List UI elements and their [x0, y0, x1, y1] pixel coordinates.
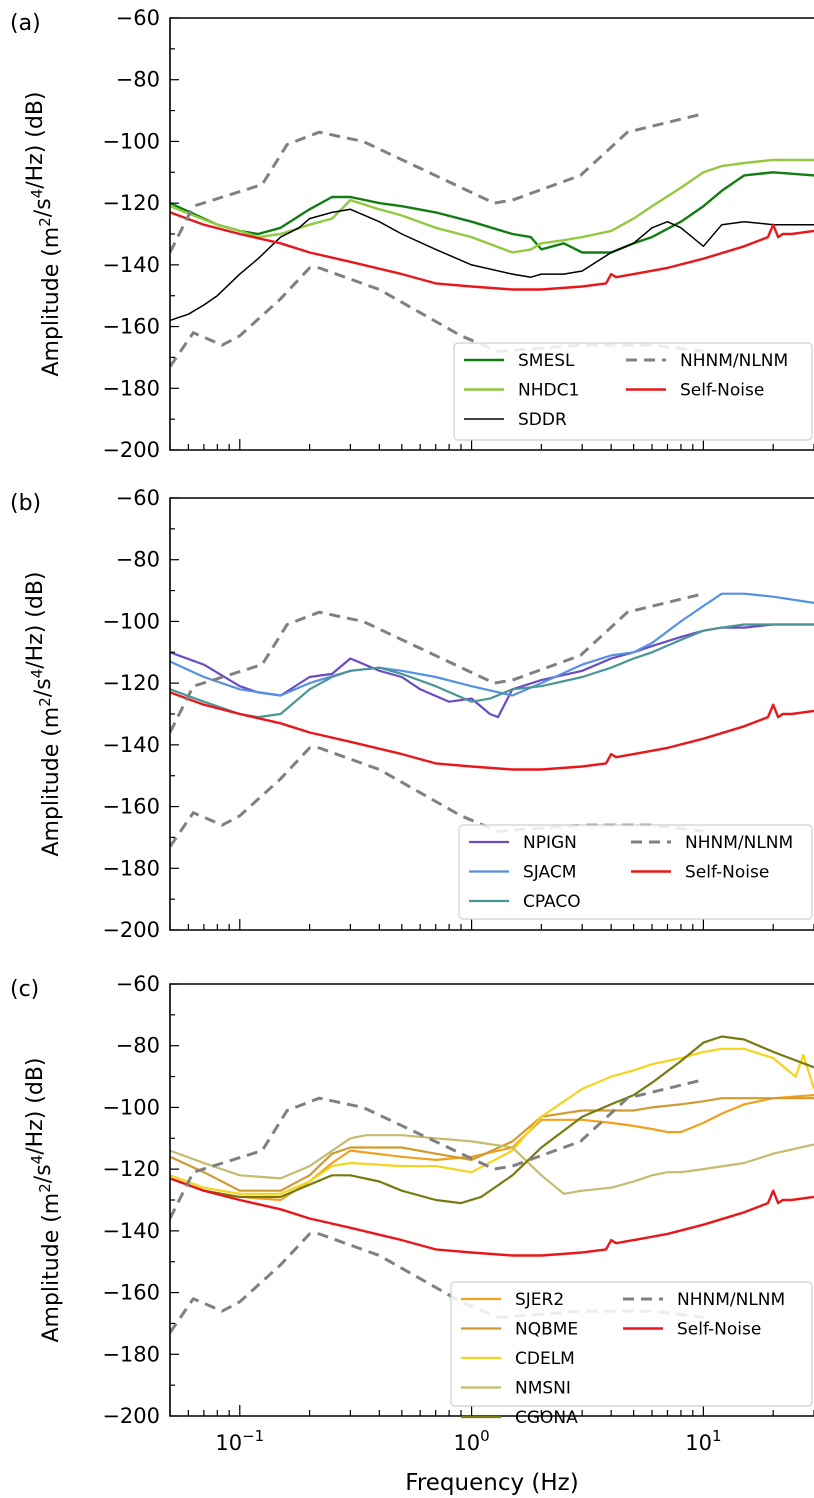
x-ticks	[169, 439, 814, 450]
y-ticks: −60 −80 −100 −120 −140 −160 −180 −200	[102, 486, 179, 942]
y-tick-label: −80	[116, 1034, 160, 1058]
series-line-self-noise	[170, 1177, 814, 1257]
legend: NPIGN SJACM CPACO NHNM/NLNM Self-Noise	[458, 824, 813, 920]
y-tick-label: −160	[102, 1281, 160, 1305]
y-axis-label: Amplitude (m2/s4/Hz) (dB)	[23, 91, 64, 376]
panel-1: −60 −80 −100 −120 −140 −160 −180 −200 (a) Amplitu…	[10, 6, 814, 462]
series-line-smesl	[170, 171, 814, 254]
legend-label-nhdc1: NHDC1	[518, 381, 579, 401]
y-tick-label: −200	[102, 1404, 160, 1428]
legend-label-npign: NPIGN	[523, 833, 577, 853]
legend-label-nhnm-nlnm: NHNM/NLNM	[685, 833, 793, 853]
series-line-cgona	[170, 1035, 814, 1205]
series-line-self-noise	[170, 691, 814, 771]
panel-3: −60 −80 −100 −120 −140 −160 −180 −200 10−1 100 101…	[10, 972, 814, 1496]
y-tick-label: −60	[116, 486, 160, 510]
panel-2: −60 −80 −100 −120 −140 −160 −180 −200 (b) Amplitu…	[10, 486, 814, 942]
series-line-nhnm-nlnm	[170, 592, 704, 734]
legend-frame	[453, 342, 813, 441]
series-line-sjer2	[170, 1094, 814, 1202]
y-tick-label: −60	[116, 972, 160, 996]
legend-label-cgona: CGONA	[515, 1408, 578, 1428]
series-line-self-noise	[170, 211, 814, 291]
legend-label-self-noise: Self-Noise	[680, 381, 764, 401]
legend-label-self-noise: Self-Noise	[685, 863, 769, 883]
series-line-nqbme	[170, 1097, 814, 1192]
x-tick-label: 10−1	[215, 1427, 264, 1455]
panel-label: (c)	[10, 977, 39, 1002]
legend: SMESL NHDC1 SDDR NHNM/NLNM Self-Noise	[453, 342, 813, 441]
x-ticks: 10−1 100 101	[169, 1405, 814, 1455]
legend-label-smesl: SMESL	[518, 351, 575, 371]
y-tick-label: −180	[102, 376, 160, 400]
x-tick-label: 101	[685, 1427, 721, 1455]
series-line-nhnm-nlnm	[170, 112, 704, 254]
series-line-npign	[170, 623, 814, 719]
series-line-cpaco	[170, 623, 814, 719]
y-tick-label: −160	[102, 795, 160, 819]
legend-label-cdelm: CDELM	[515, 1349, 575, 1369]
series-group	[170, 112, 814, 368]
legend-label-sddr: SDDR	[518, 410, 567, 430]
legend-label-nhnm-nlnm: NHNM/NLNM	[677, 1290, 785, 1310]
x-axis-label: Frequency (Hz)	[405, 1470, 578, 1496]
y-tick-label: −140	[102, 733, 160, 757]
series-line-nlnm	[170, 746, 704, 848]
series-line-nlnm	[170, 266, 704, 368]
y-tick-label: −120	[102, 191, 160, 215]
panel-label: (b)	[10, 491, 41, 516]
legend: SJER2 NQBME CDELM NMSNI CGONA NHNM/NLNM Self-N…	[450, 1281, 813, 1428]
series-line-sddr	[170, 208, 814, 322]
y-tick-label: −80	[116, 548, 160, 572]
legend-label-nhnm-nlnm: NHNM/NLNM	[680, 351, 788, 371]
y-tick-label: −160	[102, 315, 160, 339]
series-line-nlnm	[170, 1232, 704, 1334]
y-ticks: −60 −80 −100 −120 −140 −160 −180 −200	[102, 972, 179, 1428]
y-axis-label: Amplitude (m2/s4/Hz) (dB)	[23, 1057, 64, 1342]
legend-label-sjacm: SJACM	[523, 863, 576, 883]
series-line-nhdc1	[170, 158, 814, 254]
series-line-cdelm	[170, 1047, 814, 1195]
legend-label-self-noise: Self-Noise	[677, 1320, 761, 1340]
y-tick-label: −180	[102, 1342, 160, 1366]
y-tick-label: −60	[116, 6, 160, 30]
y-tick-label: −100	[102, 129, 160, 153]
y-tick-label: −120	[102, 671, 160, 695]
legend-label-sjer2: SJER2	[515, 1290, 564, 1310]
y-tick-label: −100	[102, 609, 160, 633]
x-ticks	[169, 919, 814, 930]
series-group	[170, 1035, 814, 1334]
series-line-nhnm-nlnm	[170, 1078, 704, 1220]
y-tick-label: −140	[102, 1219, 160, 1243]
y-tick-label: −180	[102, 856, 160, 880]
x-tick-label: 100	[453, 1427, 489, 1455]
y-tick-label: −200	[102, 918, 160, 942]
legend-label-nmsni: NMSNI	[515, 1379, 571, 1399]
legend-frame	[450, 1281, 813, 1407]
y-tick-label: −100	[102, 1095, 160, 1119]
series-line-nmsni	[170, 1134, 814, 1195]
series-group	[170, 592, 814, 848]
y-tick-label: −80	[116, 68, 160, 92]
y-tick-label: −120	[102, 1157, 160, 1181]
y-tick-label: −140	[102, 253, 160, 277]
y-axis-label: Amplitude (m2/s4/Hz) (dB)	[23, 571, 64, 856]
legend-label-cpaco: CPACO	[523, 892, 581, 912]
y-tick-label: −200	[102, 438, 160, 462]
panel-label: (a)	[10, 11, 41, 36]
legend-label-nqbme: NQBME	[515, 1320, 578, 1340]
y-ticks: −60 −80 −100 −120 −140 −160 −180 −200	[102, 6, 179, 462]
series-line-sjacm	[170, 592, 814, 697]
